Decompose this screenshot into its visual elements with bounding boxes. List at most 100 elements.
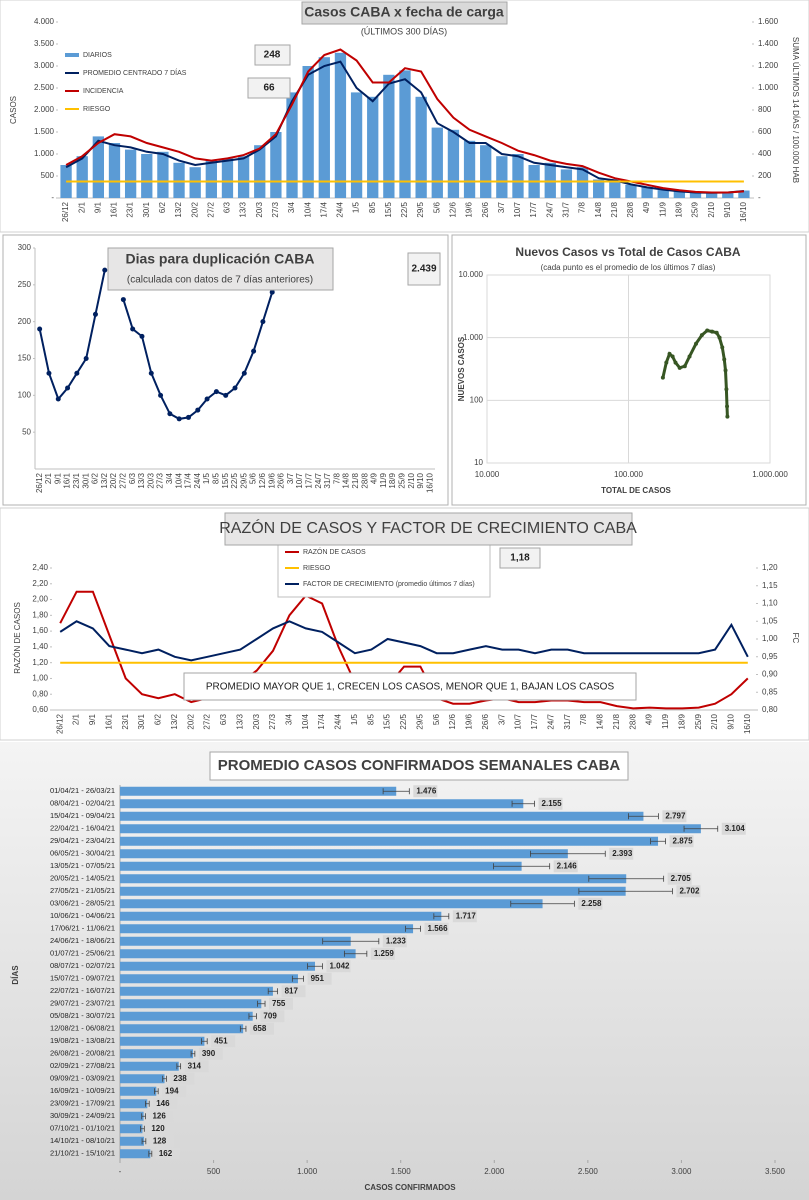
- bar: [463, 140, 476, 198]
- legend-label: RIESGO: [83, 106, 111, 113]
- value-label-box: [424, 922, 449, 935]
- x-tick-label: 31/7: [562, 201, 571, 217]
- x-tick-label: 30/1: [142, 201, 151, 217]
- x-tick-label: 29/5: [239, 472, 248, 488]
- line: [38, 269, 283, 420]
- value-label-box: [721, 822, 746, 835]
- bar: [120, 1036, 205, 1046]
- x-tick-label: 2.500: [578, 1167, 599, 1176]
- value-label: 2.875: [673, 836, 694, 845]
- bar: [120, 849, 568, 859]
- value-label: 238: [173, 1074, 187, 1083]
- y-tick-label: 01/07/21 - 25/06/21: [50, 949, 115, 958]
- x-tick-label: 30/1: [81, 472, 90, 488]
- error-bar: [162, 1075, 167, 1082]
- y-tick-label: 15/04/21 - 09/04/21: [50, 811, 115, 820]
- x-tick-label: 6/3: [128, 472, 137, 484]
- y-tick-label: 21/10/21 - 15/10/21: [50, 1149, 115, 1158]
- x-tick-label: 3/4: [285, 713, 294, 725]
- point: [714, 330, 719, 335]
- x-tick-label: 31/7: [323, 472, 332, 488]
- y-tick-label: 12/08/21 - 06/08/21: [50, 1024, 115, 1033]
- error-bar: [248, 1013, 257, 1020]
- x-tick-label: 12/6: [449, 201, 458, 217]
- x-tick-label: 1.000.000: [752, 470, 788, 479]
- x-tick-label: 24/7: [314, 472, 323, 488]
- value-label: 126: [152, 1111, 166, 1120]
- marker: [148, 370, 154, 376]
- x-tick-label: 13/2: [170, 713, 179, 729]
- marker: [251, 348, 257, 354]
- marker: [92, 311, 98, 317]
- point: [664, 360, 669, 365]
- error-bar: [257, 1000, 266, 1007]
- x-tick-label: 21/8: [351, 472, 360, 488]
- x-tick-label: 7/8: [332, 472, 341, 484]
- x-tick-label: 16/10: [425, 472, 434, 493]
- x-tick-label: 6/2: [158, 201, 167, 213]
- error-bar: [405, 925, 421, 932]
- y2-tick-label: 0,90: [762, 670, 778, 679]
- y-axis-label: NUEVOS CASOS: [457, 336, 466, 401]
- bar: [120, 1099, 148, 1109]
- y-tick-label: 100: [18, 390, 32, 399]
- value-label-box: [667, 872, 692, 885]
- y-tick-label: 300: [18, 243, 32, 252]
- bar: [120, 961, 316, 971]
- x-tick-label: 25/9: [694, 713, 703, 729]
- y-tick-label: 03/06/21 - 28/05/21: [50, 899, 115, 908]
- x-tick-label: 26/12: [61, 201, 70, 222]
- value-label-box: [148, 1122, 173, 1135]
- point: [687, 354, 692, 359]
- y-tick-label: 1,20: [32, 658, 48, 667]
- bar: [270, 132, 282, 198]
- y2-tick-label: 800: [758, 105, 772, 114]
- bar: [205, 160, 217, 198]
- x-tick-label: 6/2: [91, 472, 100, 484]
- bar: [120, 886, 626, 896]
- value-label: 1.259: [374, 949, 395, 958]
- x-tick-label: 8/5: [368, 201, 377, 213]
- bar: [431, 127, 443, 198]
- point: [677, 365, 682, 370]
- error-bar: [307, 963, 323, 970]
- x-tick-label: 13/3: [137, 472, 146, 488]
- y-tick-label: 1.000: [34, 149, 55, 158]
- bar: [124, 149, 137, 198]
- error-bar: [145, 1100, 150, 1107]
- x-axis-label: TOTAL DE CASOS: [601, 486, 671, 495]
- x-tick-label: 13/3: [239, 201, 248, 217]
- bar: [399, 70, 411, 198]
- x-tick-label: 3/7: [286, 472, 295, 484]
- x-tick-label: 12/6: [258, 472, 267, 488]
- bar: [609, 179, 621, 198]
- x-tick-label: 17/4: [184, 472, 193, 488]
- line: [59, 620, 749, 662]
- error-bar: [650, 838, 666, 845]
- x-tick-label: 9/1: [93, 201, 102, 213]
- x-tick-label: 13/2: [100, 472, 109, 488]
- bar: [60, 165, 72, 198]
- annotation: PROMEDIO MAYOR QUE 1, CRECEN LOS CASOS, …: [206, 682, 615, 693]
- bar: [738, 190, 750, 198]
- x-tick-label: 100.000: [614, 470, 643, 479]
- y-tick-label: 01/04/21 - 26/03/21: [50, 786, 115, 795]
- y-tick-label: 23/09/21 - 17/09/21: [50, 1099, 115, 1108]
- x-tick-label: 19/6: [465, 201, 474, 217]
- error-bar: [140, 1125, 145, 1132]
- x-tick-label: 9/1: [88, 713, 97, 725]
- bar: [367, 96, 379, 198]
- x-tick-label: 28/8: [626, 201, 635, 217]
- error-bar: [628, 813, 659, 820]
- y2-tick-label: 600: [758, 127, 772, 136]
- bar: [120, 824, 701, 834]
- value-label: 2.146: [557, 861, 578, 870]
- bar: [120, 1111, 144, 1121]
- x-tick-label: 28/8: [360, 472, 369, 488]
- x-tick-label: 10/7: [514, 713, 523, 729]
- point: [667, 351, 672, 356]
- y2-tick-label: 1.200: [758, 61, 779, 70]
- x-tick-label: 22/5: [400, 201, 409, 217]
- bar: [92, 136, 104, 198]
- bar: [722, 192, 734, 198]
